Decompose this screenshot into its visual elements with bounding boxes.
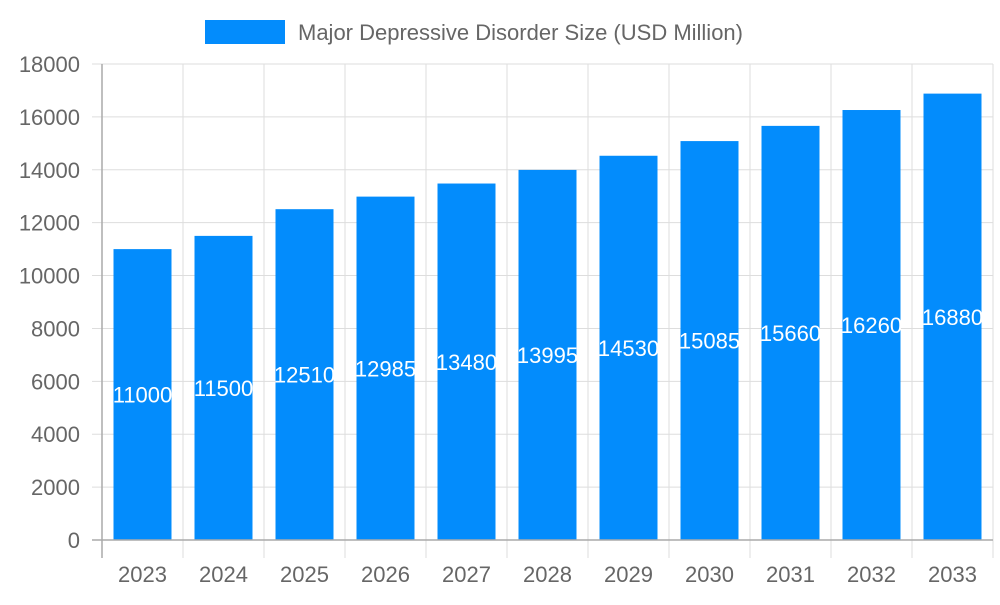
y-tick-label: 8000 — [31, 316, 80, 341]
y-tick-label: 4000 — [31, 422, 80, 447]
bar — [923, 93, 982, 541]
bar — [761, 125, 820, 540]
bar — [680, 141, 739, 540]
x-tick-label: 2032 — [847, 562, 896, 587]
x-tick-label: 2028 — [523, 562, 572, 587]
bar — [194, 235, 253, 540]
bar — [356, 196, 415, 540]
axes: 0 2000 4000 6000 8000 10000 12000 14000 16000 180… — [19, 52, 993, 587]
bar — [113, 249, 172, 540]
data-label: 11000 — [113, 383, 173, 408]
data-label: 12985 — [355, 356, 416, 381]
x-tick-label: 2031 — [766, 562, 815, 587]
y-tick-label: 12000 — [19, 211, 80, 236]
data-label: 13480 — [436, 350, 497, 375]
y-tick-label: 16000 — [19, 105, 80, 130]
x-tick-label: 2030 — [685, 562, 734, 587]
legend-swatch — [205, 20, 285, 44]
x-tick-label: 2025 — [280, 562, 329, 587]
y-tick-label: 2000 — [31, 475, 80, 500]
bar — [437, 183, 496, 541]
data-label: 14530 — [598, 336, 659, 361]
y-tick-label: 14000 — [19, 158, 80, 183]
y-tick-label: 10000 — [19, 264, 80, 289]
data-label: 15660 — [760, 321, 821, 346]
data-label: 16880 — [922, 305, 983, 330]
y-tick-label: 0 — [68, 528, 80, 553]
x-tick-label: 2029 — [604, 562, 653, 587]
data-label: 16260 — [841, 313, 902, 338]
x-tick-label: 2027 — [442, 562, 491, 587]
data-label: 13995 — [517, 343, 578, 368]
x-tick-label: 2024 — [199, 562, 248, 587]
data-label: 12510 — [274, 363, 335, 388]
x-tick-label: 2026 — [361, 562, 410, 587]
y-tick-label: 18000 — [19, 52, 80, 77]
bars: 11000 11500 12510 12985 13480 13995 14530 15085… — [113, 93, 983, 541]
legend[interactable]: Major Depressive Disorder Size (USD Mill… — [205, 20, 743, 45]
data-label: 15085 — [679, 329, 740, 354]
x-tick-label: 2023 — [118, 562, 167, 587]
legend-label: Major Depressive Disorder Size (USD Mill… — [298, 20, 743, 45]
bar — [842, 110, 901, 540]
y-tick-label: 6000 — [31, 369, 80, 394]
bar — [599, 155, 658, 541]
x-tick-label: 2033 — [928, 562, 977, 587]
data-label: 11500 — [194, 376, 254, 401]
bar — [518, 169, 577, 540]
bar — [275, 209, 334, 540]
